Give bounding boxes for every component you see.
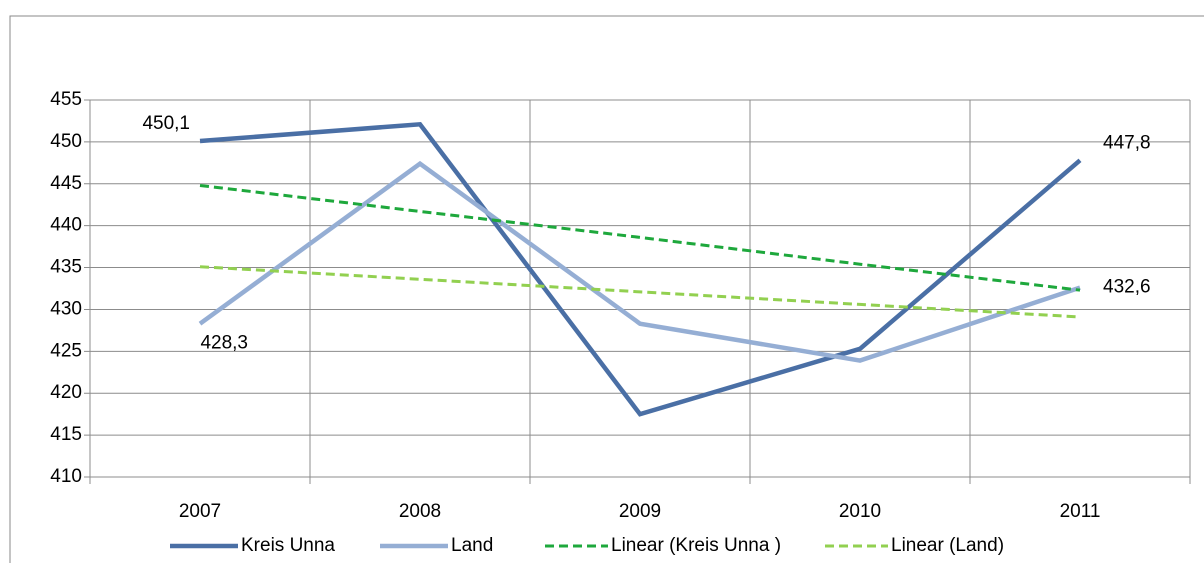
legend-label: Linear (Land) [891, 535, 1004, 556]
y-tick-label: 435 [50, 257, 82, 278]
x-tick-label: 2011 [1060, 501, 1101, 522]
x-tick-label: 2009 [619, 501, 661, 522]
y-tick-label: 445 [50, 173, 82, 194]
y-tick-label: 455 [50, 89, 82, 110]
y-tick-label: 430 [50, 298, 82, 319]
x-tick-label: 2007 [179, 501, 221, 522]
x-tick-label: 2008 [399, 501, 441, 522]
series-line [199, 265, 1081, 319]
series-line [198, 160, 1081, 363]
data-label: 450,1 [142, 113, 190, 134]
x-tick-label: 2010 [839, 501, 881, 522]
y-tick-label: 440 [50, 215, 82, 236]
y-tick-label: 450 [50, 131, 82, 152]
y-tick-label: 420 [50, 382, 82, 403]
y-tick-label: 415 [50, 424, 82, 445]
data-label: 447,8 [1103, 132, 1151, 153]
legend-label: Land [451, 535, 493, 556]
data-label: 428,3 [200, 333, 248, 354]
y-tick-label: 410 [50, 466, 82, 487]
series-line [199, 121, 1082, 417]
y-tick-label: 425 [50, 340, 82, 361]
legend-label: Kreis Unna [241, 535, 335, 556]
data-label: 432,6 [1103, 277, 1151, 298]
legend-label: Linear (Kreis Unna ) [611, 535, 781, 556]
series-line [199, 183, 1081, 292]
